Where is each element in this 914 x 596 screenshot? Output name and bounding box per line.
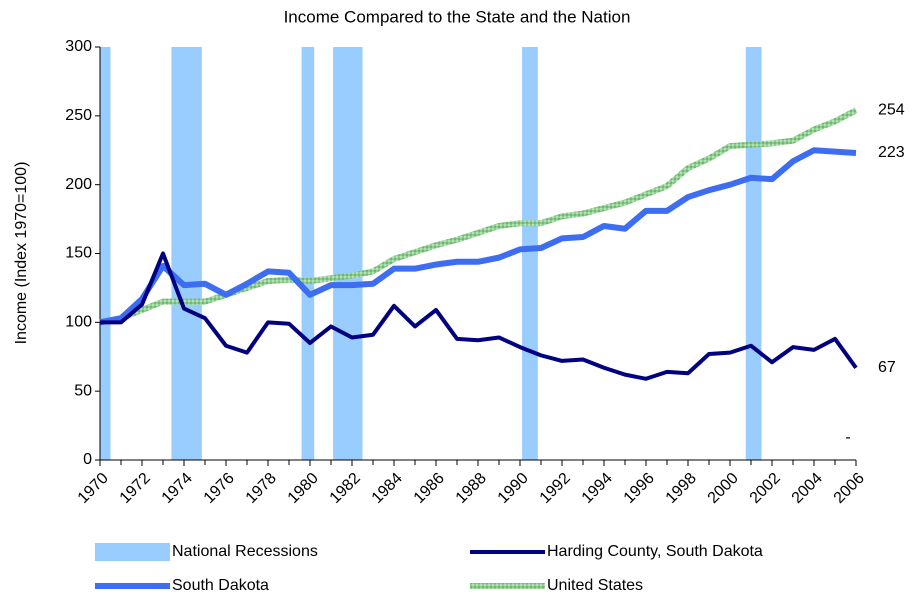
x-tick-label: 1984 bbox=[369, 470, 406, 507]
y-tick-label: 50 bbox=[74, 382, 92, 399]
legend-label: South Dakota bbox=[172, 577, 269, 594]
x-tick-label: 1970 bbox=[75, 470, 112, 507]
x-tick-label: 1974 bbox=[159, 470, 196, 507]
x-tick-label: 1972 bbox=[117, 470, 154, 507]
recession-band bbox=[171, 47, 202, 460]
x-tick-label: 1988 bbox=[453, 470, 490, 507]
recession-band bbox=[100, 47, 111, 460]
x-tick-label: 1998 bbox=[663, 470, 700, 507]
y-tick-label: 100 bbox=[65, 314, 92, 331]
x-tick-label: 1982 bbox=[327, 470, 364, 507]
legend-swatch bbox=[95, 543, 170, 561]
x-tick-label: 2006 bbox=[831, 470, 868, 507]
x-tick-label: 2002 bbox=[747, 470, 784, 507]
y-tick-label: 0 bbox=[83, 451, 92, 468]
legend-label: Harding County, South Dakota bbox=[547, 543, 763, 560]
x-tick-label: 2000 bbox=[705, 470, 742, 507]
legend-label: United States bbox=[547, 577, 643, 594]
end-label: 223 bbox=[878, 144, 905, 161]
x-tick-label: 2004 bbox=[789, 470, 826, 507]
line-series bbox=[100, 251, 858, 381]
recession-band bbox=[522, 47, 538, 460]
y-tick-label: 150 bbox=[65, 245, 92, 262]
legend-label: National Recessions bbox=[172, 543, 318, 560]
recession-band bbox=[333, 47, 363, 460]
x-tick-label: 1986 bbox=[411, 470, 448, 507]
line-series bbox=[99, 147, 857, 326]
x-tick-label: 1990 bbox=[495, 470, 532, 507]
y-tick-label: 300 bbox=[65, 38, 92, 55]
y-tick-label: 250 bbox=[65, 107, 92, 124]
x-tick-label: 1996 bbox=[621, 470, 658, 507]
end-label: 254 bbox=[878, 102, 905, 119]
x-tick-label: 1992 bbox=[537, 470, 574, 507]
y-tick-label: 200 bbox=[65, 176, 92, 193]
chart-title: Income Compared to the State and the Nat… bbox=[284, 7, 631, 26]
recession-band bbox=[745, 47, 762, 460]
x-tick-label: 1978 bbox=[243, 470, 280, 507]
x-tick-label: 1976 bbox=[201, 470, 238, 507]
end-label: 67 bbox=[878, 359, 896, 376]
y-axis-title: Income (Index 1970=100) bbox=[13, 162, 30, 345]
recession-band bbox=[301, 47, 315, 460]
x-tick-label: 1994 bbox=[579, 470, 616, 507]
x-tick-label: 1980 bbox=[285, 470, 322, 507]
annotation: - bbox=[845, 429, 850, 446]
